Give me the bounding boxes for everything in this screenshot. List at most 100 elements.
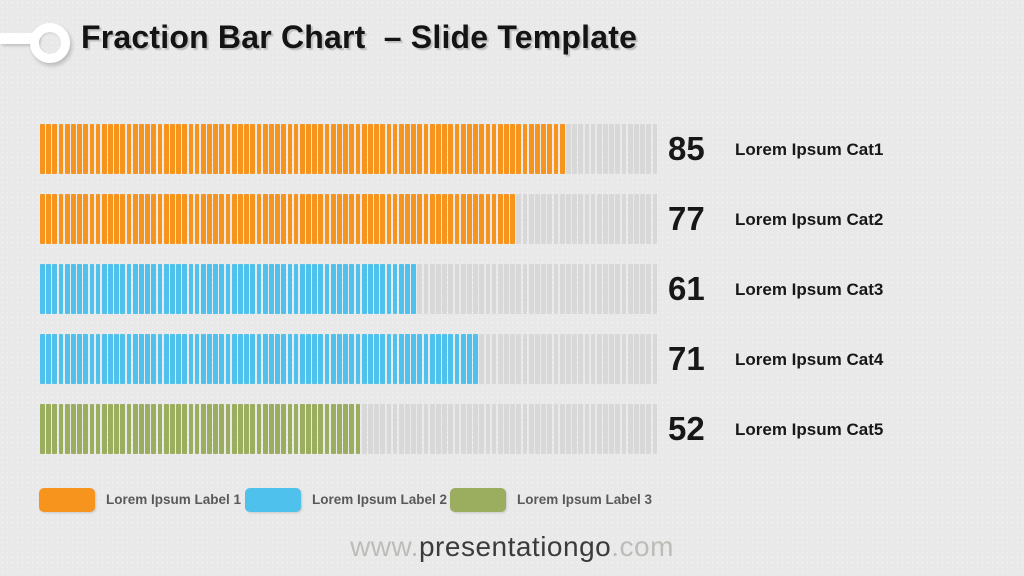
bar-segment: [640, 264, 645, 314]
bar-segment: [386, 404, 392, 454]
bar-segment: [151, 194, 157, 244]
bar-segment: [163, 194, 169, 244]
bar-category-label: Lorem Ipsum Cat4: [735, 350, 884, 369]
bar-segment: [553, 264, 559, 314]
bar-segment: [535, 334, 540, 384]
bar-segment: [355, 194, 361, 244]
bar-segment: [634, 124, 639, 174]
bar-segment: [188, 334, 194, 384]
bar-segment: [318, 404, 324, 454]
bar-segment: [312, 334, 318, 384]
bar-value: 61: [668, 270, 705, 307]
bar-segment: [293, 194, 299, 244]
bar-segment: [510, 194, 516, 244]
bar-segment: [411, 334, 417, 384]
bar-segment: [349, 194, 355, 244]
bar-segment: [126, 124, 132, 174]
bar-segment: [40, 334, 45, 384]
bar-segment: [299, 264, 305, 314]
bar-segment: [306, 334, 311, 384]
bar-segment: [312, 124, 318, 174]
bar-segment: [615, 334, 621, 384]
bar-segment: [355, 404, 361, 454]
bar-segment: [157, 194, 163, 244]
bar-segment: [448, 264, 454, 314]
bar-segment: [627, 124, 633, 174]
bar-segment: [423, 194, 429, 244]
bar-segment: [114, 334, 120, 384]
bar-segment: [436, 334, 441, 384]
bar-segment: [200, 334, 206, 384]
bar-segment: [126, 264, 132, 314]
bar-segment: [46, 124, 51, 174]
bar-segment: [126, 404, 132, 454]
bar-segment: [176, 194, 181, 244]
bar-segment: [367, 194, 373, 244]
bar-segment: [504, 334, 509, 384]
bar-segment: [429, 264, 435, 314]
bar-segment: [361, 334, 367, 384]
bar-segment: [454, 194, 460, 244]
bar-segment: [448, 124, 454, 174]
bar-segment: [411, 404, 417, 454]
bar-segment: [516, 264, 522, 314]
bar-segment: [343, 194, 348, 244]
bar-segment: [547, 124, 553, 174]
bar-segment: [108, 404, 113, 454]
bar-value: 52: [668, 410, 705, 447]
bar-segment: [572, 194, 577, 244]
bar-segment: [528, 194, 534, 244]
bar-segment: [398, 334, 404, 384]
bar-segment: [448, 404, 454, 454]
bar-segment: [58, 264, 64, 314]
bar-segment: [559, 264, 565, 314]
bar-segment: [367, 264, 373, 314]
bar-segment: [101, 404, 107, 454]
bar-segment: [367, 404, 373, 454]
bar-segment: [479, 404, 485, 454]
bar-segment: [194, 194, 200, 244]
bar-segment: [188, 264, 194, 314]
bar-segment: [460, 334, 466, 384]
bar-segment: [547, 334, 553, 384]
bar-segment: [466, 194, 472, 244]
bar-segment: [145, 124, 150, 174]
bar-segment: [114, 264, 120, 314]
bar-segment: [114, 194, 120, 244]
bar-segment: [634, 404, 639, 454]
bar-segment: [405, 264, 410, 314]
bar-segment: [200, 194, 206, 244]
bar-segment: [398, 124, 404, 174]
bar-segment: [287, 334, 293, 384]
bar-segment: [634, 264, 639, 314]
bar-segment: [244, 194, 249, 244]
bar-segment: [262, 124, 268, 174]
bar-segment: [466, 264, 472, 314]
bar-segment: [306, 264, 311, 314]
bar-segment: [553, 194, 559, 244]
bar-segment: [83, 334, 89, 384]
bar-segment: [64, 334, 70, 384]
bar-segment: [398, 194, 404, 244]
bar-segment: [479, 334, 485, 384]
bar-segment: [64, 264, 70, 314]
bar-segment: [516, 404, 522, 454]
bar-segment: [528, 404, 534, 454]
bar-segment: [565, 124, 571, 174]
bar-segment: [609, 194, 615, 244]
bar-segment: [262, 194, 268, 244]
bar-segment: [596, 194, 602, 244]
bar-segment: [114, 124, 120, 174]
bar-segment: [268, 264, 274, 314]
footer-www: www.: [350, 531, 419, 562]
bar-segment: [194, 124, 200, 174]
bar-segment: [281, 124, 287, 174]
bar-segment: [238, 194, 243, 244]
bar-segment: [584, 404, 590, 454]
bar-segment: [510, 404, 516, 454]
bar-segment: [460, 194, 466, 244]
bar-segment: [615, 194, 621, 244]
bar-segment: [225, 194, 231, 244]
bar-segment: [572, 334, 577, 384]
bar-segment: [590, 124, 596, 174]
